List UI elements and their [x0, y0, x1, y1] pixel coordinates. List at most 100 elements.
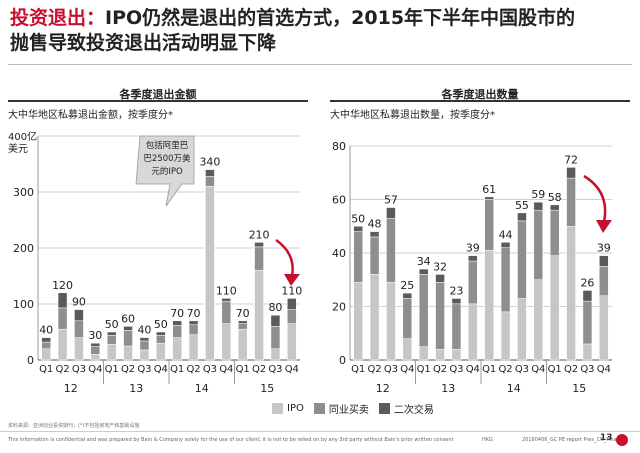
right-chart-bar-segment: [402, 338, 413, 361]
right-chart-quarter-label: Q3: [580, 364, 594, 375]
left-chart-data-label: 60: [121, 312, 135, 325]
right-chart-bar-segment: [533, 209, 544, 280]
right-chart-data-label: 58: [548, 191, 562, 204]
title-line-2: 抛售导致投资退出活动明显下降: [10, 32, 277, 54]
left-chart-bar-segment: [57, 328, 68, 361]
left-chart-quarter-label: Q1: [236, 364, 250, 375]
right-chart-bar-segment: [468, 303, 478, 361]
right-chart-bar-segment: [435, 349, 445, 361]
right-chart-quarter-label: Q2: [498, 364, 512, 375]
callout-text-line: 巴2500万美: [143, 153, 191, 164]
left-y-unit-line-2: 美元: [8, 144, 28, 155]
right-chart-quarter-label: Q3: [384, 364, 398, 375]
right-chart-bar-segment: [435, 274, 445, 283]
left-chart-bar-segment: [57, 307, 68, 330]
right-chart-bar-segment: [500, 311, 511, 361]
right-chart-quarter-label: Q1: [351, 364, 365, 375]
left-chart-bar-segment: [188, 320, 199, 325]
footer: This information is confidential and was…: [0, 431, 640, 453]
right-chart-quarter-label: Q2: [367, 364, 381, 375]
left-chart-bar-segment: [90, 342, 101, 347]
right-chart-bar-segment: [353, 282, 363, 361]
right-chart-bar-segment: [484, 250, 494, 361]
right-chart-y-tick-label: 20: [332, 301, 346, 314]
right-chart-data-label: 55: [515, 199, 529, 212]
left-chart-bar-segment: [287, 298, 297, 310]
right-chart-year-label: 13: [441, 382, 455, 395]
right-chart-quarter-label: Q1: [417, 364, 431, 375]
left-chart-data-label: 90: [72, 296, 86, 309]
right-panel-subtitle: 大中华地区私募退出数量，按季度分*: [330, 110, 495, 121]
right-chart-bar-segment: [386, 282, 396, 361]
right-chart-bar-segment: [533, 201, 544, 211]
left-chart-data-label: 210: [249, 228, 270, 241]
right-chart-bar-segment: [599, 266, 609, 297]
right-chart-year-label: 14: [507, 382, 521, 395]
left-chart-bar-segment: [205, 169, 215, 177]
footer-file: 20160406_GC PE report Pres_CN_Final: [522, 437, 618, 443]
right-chart-bar-segment: [484, 196, 494, 200]
left-chart-bar-segment: [90, 346, 101, 355]
right-chart-bar-segment: [386, 207, 396, 219]
right-chart-bar-segment: [468, 255, 478, 262]
footer-code: HKG: [482, 437, 493, 443]
left-chart-bar-segment: [172, 325, 182, 338]
left-chart-data-label: 70: [170, 307, 184, 320]
left-y-unit-line-1: 400亿: [8, 132, 38, 143]
left-chart-bar-segment: [221, 300, 232, 324]
left-chart-bar-segment: [287, 323, 297, 361]
left-chart-year-label: 13: [129, 382, 143, 395]
right-chart-y-tick-label: 0: [339, 354, 346, 367]
left-chart-quarter-label: Q2: [121, 364, 135, 375]
left-y-unit: 400亿 美元: [8, 132, 37, 156]
left-chart-quarter-label: Q1: [170, 364, 184, 375]
left-chart-bar-segment: [254, 242, 264, 248]
title-highlight: 投资退出：: [10, 7, 106, 29]
callout-text-line: 元的IPO: [151, 166, 183, 177]
right-decline-arrow-head: [596, 220, 612, 233]
left-chart-quarter-label: Q4: [88, 364, 102, 375]
right-chart-bar-segment: [500, 242, 511, 248]
right-chart-bar-segment: [517, 212, 527, 222]
left-chart-bar-segment: [123, 345, 133, 361]
left-chart-bar-segment: [270, 326, 281, 350]
left-chart-quarter-label: Q4: [219, 364, 233, 375]
bain-logo-icon: [616, 434, 628, 446]
right-chart-bar-segment: [435, 282, 445, 350]
left-chart-year-label: 14: [195, 382, 209, 395]
right-chart-bar-segment: [369, 236, 380, 275]
left-chart-bar-segment: [270, 314, 281, 327]
left-chart-bar-segment: [254, 270, 264, 361]
left-chart-data-label: 120: [52, 279, 73, 292]
right-chart-quarter-label: Q2: [433, 364, 447, 375]
right-chart-bar-segment: [386, 217, 396, 283]
left-chart-quarter-label: Q2: [55, 364, 69, 375]
left-chart-bar-segment: [188, 324, 199, 336]
left-chart-quarter-label: Q2: [186, 364, 200, 375]
left-chart-quarter-label: Q3: [72, 364, 86, 375]
left-chart-quarter-label: Q2: [252, 364, 266, 375]
right-chart-data-label: 34: [417, 255, 431, 268]
right-chart-bar-segment: [533, 279, 544, 361]
callout-text-line: 包括阿里巴: [146, 140, 189, 151]
left-chart-year-label: 12: [64, 382, 78, 395]
left-chart-bar-segment: [139, 337, 150, 342]
left-chart-bar-segment: [221, 298, 232, 302]
left-chart-bar-segment: [156, 331, 166, 336]
legend-label-trade-sale: 同业买卖: [328, 405, 369, 416]
left-chart-data-label: 40: [137, 324, 151, 337]
left-chart-year-label: 15: [260, 382, 274, 395]
left-chart-bar-segment: [41, 337, 51, 343]
left-chart-data-label: 70: [187, 307, 201, 320]
right-chart-data-label: 48: [368, 218, 382, 231]
right-chart-data-label: 23: [449, 284, 463, 297]
right-chart-year-label: 12: [376, 382, 390, 395]
right-decline-arrow: [583, 174, 607, 223]
right-chart-bar-segment: [500, 247, 511, 313]
title-line-1: IPO仍然是退出的首选方式，2015年下半年中国股市的: [105, 7, 576, 29]
right-chart-quarter-label: Q2: [564, 364, 578, 375]
right-chart-y-tick-label: 40: [332, 247, 346, 260]
left-decline-arrow-head: [284, 274, 300, 286]
right-chart-bar-segment: [353, 231, 363, 283]
right-chart-data-label: 32: [433, 260, 447, 273]
